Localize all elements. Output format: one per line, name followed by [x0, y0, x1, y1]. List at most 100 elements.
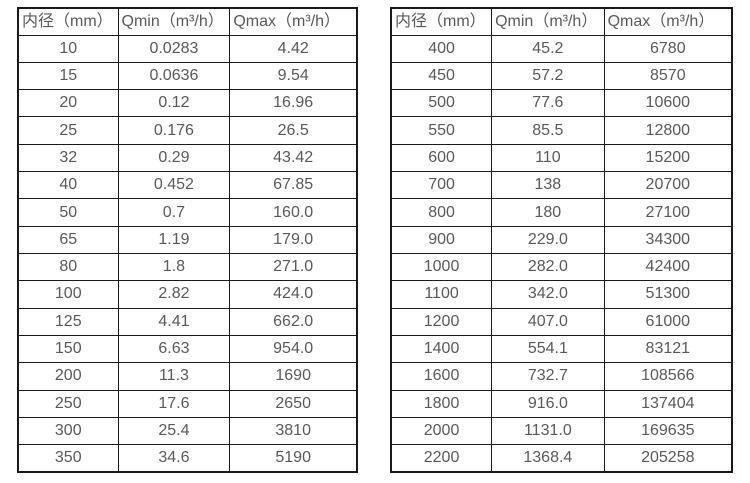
cell: 11.3 [117, 362, 231, 391]
table-row: 350 34.6 5190 [17, 444, 358, 473]
cell: 85.5 [491, 116, 605, 145]
cell: 80 [17, 252, 119, 282]
cell: 43.42 [229, 143, 358, 173]
cell: 8570 [603, 61, 733, 91]
table-row: 15 0.0636 9.54 [17, 61, 358, 91]
cell: 200 [17, 362, 119, 391]
table-row: 300 25.4 3810 [17, 416, 358, 446]
cell: 25 [17, 116, 119, 145]
table-row: 100 2.82 424.0 [17, 280, 358, 309]
cell: 4.41 [117, 307, 231, 336]
cell: 1400 [390, 334, 493, 364]
cell: 400 [390, 34, 493, 63]
cell: 16.96 [229, 89, 358, 118]
table-row: 250 17.6 2650 [17, 389, 358, 418]
table-row: 900 229.0 34300 [390, 225, 733, 255]
table-row: 550 85.5 12800 [390, 116, 733, 145]
cell: 800 [390, 198, 493, 227]
table-row: 50 0.7 160.0 [17, 198, 358, 227]
cell: 2.82 [117, 280, 231, 309]
cell: 65 [17, 225, 119, 255]
cell: 57.2 [491, 61, 605, 91]
cell: 550 [390, 116, 493, 145]
table-row: 1100 342.0 51300 [390, 280, 733, 309]
cell: 3810 [229, 416, 358, 446]
cell: 900 [390, 225, 493, 255]
cell: 0.29 [117, 143, 231, 173]
table-row: 1400 554.1 83121 [390, 334, 733, 364]
cell: 662.0 [229, 307, 358, 336]
cell: 350 [17, 444, 119, 473]
cell: 83121 [603, 334, 733, 364]
cell: 25.4 [117, 416, 231, 446]
cell: 67.85 [229, 171, 358, 200]
cell: 15200 [603, 143, 733, 173]
cell: 205258 [603, 444, 733, 473]
header-qmin: Qmin（m³/h） [117, 7, 231, 36]
cell: 229.0 [491, 225, 605, 255]
table-row: 2000 1131.0 169635 [390, 416, 733, 446]
header-inner-diameter: 内径（mm） [390, 7, 493, 36]
cell: 10600 [603, 89, 733, 118]
cell: 160.0 [229, 198, 358, 227]
cell: 1600 [390, 362, 493, 391]
cell: 32 [17, 143, 119, 173]
cell: 916.0 [491, 389, 605, 418]
cell: 554.1 [491, 334, 605, 364]
cell: 108566 [603, 362, 733, 391]
cell: 954.0 [229, 334, 358, 364]
cell: 6780 [603, 34, 733, 63]
cell: 282.0 [491, 252, 605, 282]
cell: 0.452 [117, 171, 231, 200]
table-body: 400 45.2 6780 450 57.2 8570 500 77.6 10600 550 85.… [390, 34, 733, 473]
cell: 450 [390, 61, 493, 91]
cell: 407.0 [491, 307, 605, 336]
cell: 61000 [603, 307, 733, 336]
cell: 1.8 [117, 252, 231, 282]
cell: 15 [17, 61, 119, 91]
cell: 1368.4 [491, 444, 605, 473]
cell: 137404 [603, 389, 733, 418]
cell: 150 [17, 334, 119, 364]
cell: 2000 [390, 416, 493, 446]
cell: 51300 [603, 280, 733, 309]
cell: 0.176 [117, 116, 231, 145]
cell: 125 [17, 307, 119, 336]
cell: 4.42 [229, 34, 358, 63]
cell: 110 [491, 143, 605, 173]
cell: 45.2 [491, 34, 605, 63]
cell: 50 [17, 198, 119, 227]
cell: 179.0 [229, 225, 358, 255]
cell: 2650 [229, 389, 358, 418]
cell: 9.54 [229, 61, 358, 91]
table-header: 内径（mm） Qmin（m³/h） Qmax（m³/h） [390, 7, 733, 36]
header-qmax: Qmax（m³/h） [603, 7, 733, 36]
cell: 77.6 [491, 89, 605, 118]
cell: 0.7 [117, 198, 231, 227]
cell: 40 [17, 171, 119, 200]
table-row: 65 1.19 179.0 [17, 225, 358, 255]
cell: 1800 [390, 389, 493, 418]
flow-table-small-diameter: 内径（mm） Qmin（m³/h） Qmax（m³/h） 10 0.0283 4.4… [17, 7, 358, 473]
table-row: 20 0.12 16.96 [17, 89, 358, 118]
cell: 26.5 [229, 116, 358, 145]
table-row: 700 138 20700 [390, 171, 733, 200]
flow-table-large-diameter: 内径（mm） Qmin（m³/h） Qmax（m³/h） 400 45.2 6780… [390, 7, 733, 473]
header-qmin: Qmin（m³/h） [491, 7, 605, 36]
cell: 6.63 [117, 334, 231, 364]
table-row: 800 180 27100 [390, 198, 733, 227]
table-row: 40 0.452 67.85 [17, 171, 358, 200]
cell: 250 [17, 389, 119, 418]
cell: 2200 [390, 444, 493, 473]
table-row: 80 1.8 271.0 [17, 252, 358, 282]
table-row: 32 0.29 43.42 [17, 143, 358, 173]
cell: 12800 [603, 116, 733, 145]
cell: 700 [390, 171, 493, 200]
cell: 42400 [603, 252, 733, 282]
table-row: 125 4.41 662.0 [17, 307, 358, 336]
cell: 600 [390, 143, 493, 173]
cell: 27100 [603, 198, 733, 227]
table-row: 150 6.63 954.0 [17, 334, 358, 364]
table-row: 500 77.6 10600 [390, 89, 733, 118]
table-row: 25 0.176 26.5 [17, 116, 358, 145]
